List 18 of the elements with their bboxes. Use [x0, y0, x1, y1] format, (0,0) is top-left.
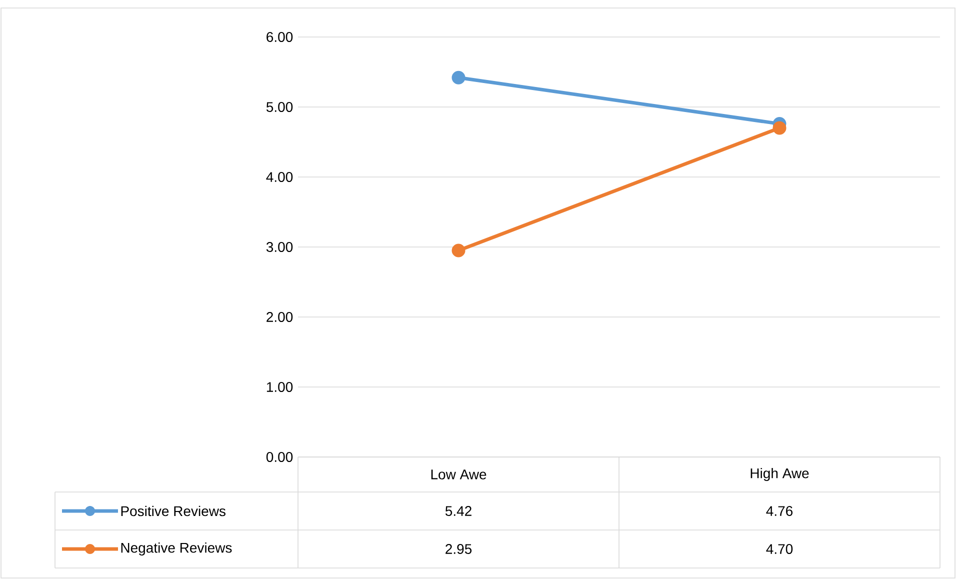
x-tick-label: Low Awe [431, 470, 486, 480]
y-tick-label: 6.00 [266, 32, 293, 42]
x-tick-label: High Awe [750, 468, 809, 482]
data-label: 4.70 [766, 544, 793, 554]
legend-label: Positive Reviews [121, 506, 226, 516]
y-tick-label: 3.00 [266, 242, 293, 252]
point [452, 244, 466, 258]
y-tick-label: 4.00 [266, 172, 293, 182]
point [772, 121, 786, 135]
y-tick-label: 0.00 [266, 452, 293, 462]
data-label: 2.95 [446, 544, 472, 554]
data-label: 5.42 [445, 506, 472, 516]
data-label: 4.76 [766, 506, 793, 516]
point [452, 70, 466, 84]
y-tick-label: 1.00 [266, 382, 293, 392]
legend-label: Negative Reviews [121, 542, 232, 556]
y-tick-label: 2.00 [266, 312, 293, 322]
y-tick-label: 5.00 [266, 102, 293, 112]
